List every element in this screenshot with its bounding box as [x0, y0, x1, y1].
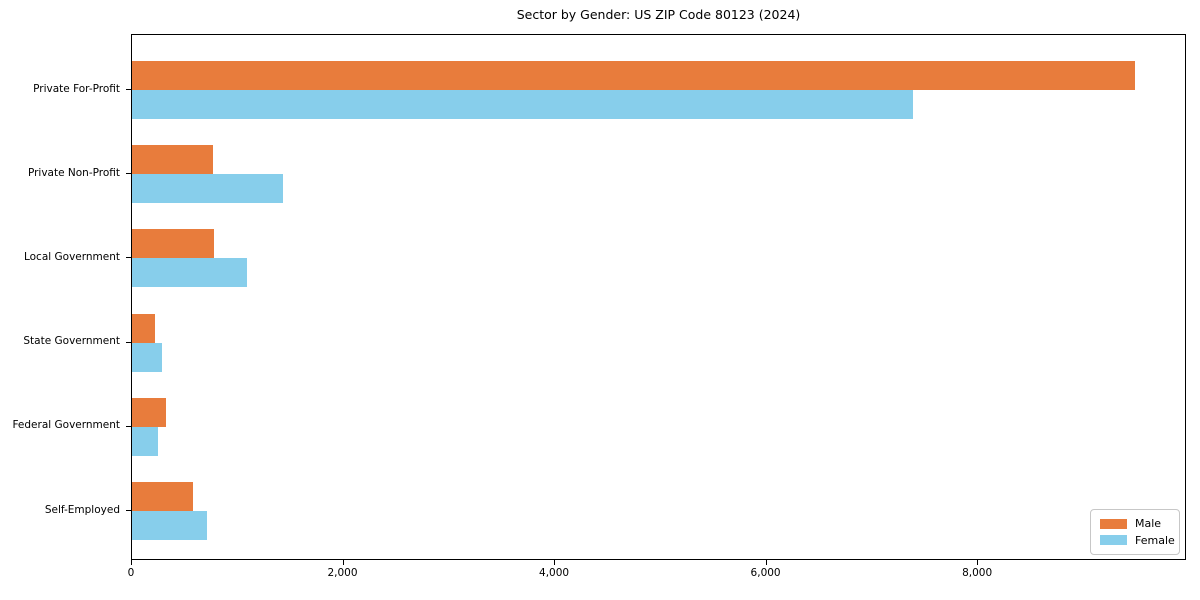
category-label-self-employed: Self-Employed: [44, 503, 120, 516]
legend: Male Female: [1090, 509, 1180, 555]
bar-male-private-for-profit: [132, 61, 1135, 90]
bar-female-local-government: [132, 258, 248, 288]
x-tick-label-2000: 2,000: [327, 567, 358, 579]
y-tick-private-for-profit: [126, 89, 131, 90]
y-tick-self-employed: [126, 510, 131, 511]
category-label-local-government: Local Government: [23, 250, 120, 263]
y-tick-local-government: [126, 257, 131, 259]
bar-male-self-employed: [132, 482, 194, 511]
bar-male-local-government: [132, 229, 215, 259]
bar-male-state-government: [132, 313, 156, 343]
legend-label-male: Male: [1135, 517, 1162, 531]
x-tick-0: [131, 560, 132, 565]
bar-male-federal-government: [132, 397, 166, 427]
legend-swatch-female: [1100, 535, 1127, 546]
category-label-federal-government: Federal Government: [12, 419, 120, 432]
legend-label-female: Female: [1135, 533, 1175, 547]
x-tick-label-6000: 6,000: [750, 567, 781, 579]
x-tick-label-0: 0: [127, 567, 135, 579]
y-tick-federal-government: [126, 425, 131, 427]
y-tick-state-government: [126, 341, 131, 343]
bar-female-state-government: [132, 342, 163, 372]
y-tick-private-non-profit: [126, 173, 131, 175]
bar-female-private-for-profit: [132, 90, 914, 119]
plot-area: Male Female: [131, 34, 1186, 560]
bar-female-federal-government: [132, 426, 159, 456]
category-label-private-non-profit: Private Non-Profit: [27, 166, 120, 179]
bar-female-private-non-profit: [132, 174, 283, 204]
category-label-state-government: State Government: [23, 335, 120, 348]
x-tick-6000: [765, 560, 767, 565]
x-tick-2000: [342, 560, 344, 565]
x-tick-label-4000: 4,000: [539, 567, 570, 579]
x-tick-8000: [977, 560, 979, 565]
legend-item-male: Male: [1100, 517, 1170, 530]
category-label-private-for-profit: Private For-Profit: [33, 82, 120, 95]
chart-title: Sector by Gender: US ZIP Code 80123 (202…: [516, 7, 801, 22]
x-tick-4000: [554, 560, 556, 565]
bar-male-private-non-profit: [132, 145, 214, 175]
bar-female-self-employed: [132, 511, 207, 540]
legend-item-female: Female: [1100, 534, 1175, 547]
legend-swatch-male: [1100, 518, 1127, 529]
x-tick-label-8000: 8,000: [962, 567, 993, 579]
